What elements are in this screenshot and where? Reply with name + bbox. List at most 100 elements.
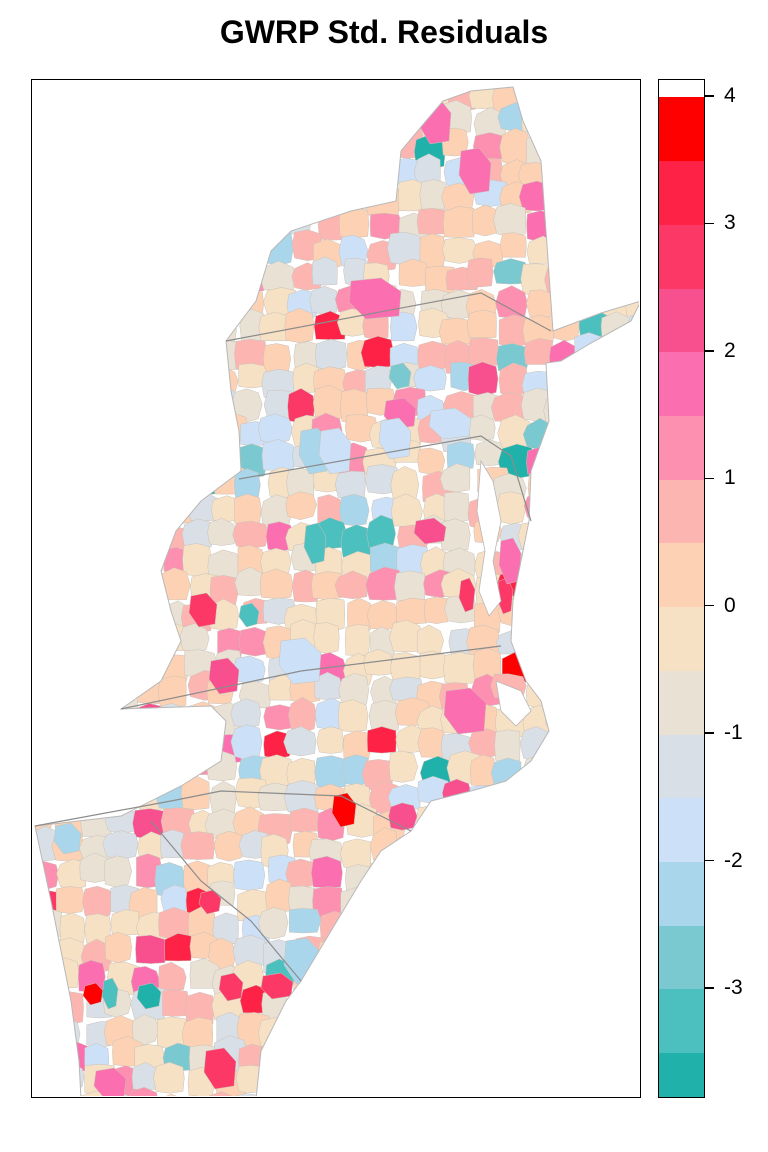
county-polygon bbox=[424, 933, 451, 964]
county-polygon bbox=[314, 132, 344, 161]
county-polygon-highlight bbox=[458, 147, 492, 195]
county-polygon bbox=[523, 754, 555, 783]
county-polygon bbox=[35, 1014, 56, 1049]
county-polygon bbox=[184, 389, 210, 420]
choropleth-map bbox=[34, 86, 639, 1096]
water-bodies bbox=[476, 459, 532, 727]
county-polygon bbox=[368, 960, 405, 987]
county-polygon bbox=[623, 1040, 639, 1072]
county-polygon bbox=[210, 87, 238, 110]
county-polygon bbox=[259, 568, 294, 599]
county-polygon bbox=[102, 257, 135, 284]
county-polygon bbox=[523, 1019, 557, 1050]
county-polygon bbox=[390, 938, 426, 972]
county-polygon bbox=[545, 676, 575, 705]
coastline-outline bbox=[34, 86, 639, 1096]
county-polygon bbox=[235, 1065, 268, 1094]
county-polygon bbox=[132, 517, 162, 545]
county-polygon bbox=[102, 830, 139, 861]
county-polygon bbox=[526, 966, 562, 995]
county-polygon bbox=[573, 806, 603, 835]
county-polygon bbox=[575, 284, 603, 318]
county-polygon bbox=[387, 863, 425, 893]
county-polygon bbox=[233, 859, 266, 891]
county-polygon bbox=[205, 312, 237, 347]
county-polygon bbox=[288, 87, 325, 103]
county-polygon bbox=[600, 884, 631, 915]
county-polygon bbox=[157, 232, 189, 260]
county-polygon bbox=[35, 209, 51, 240]
county-polygon-highlight bbox=[238, 602, 260, 628]
county-polygon bbox=[631, 959, 639, 993]
county-polygon bbox=[57, 316, 89, 351]
county-polygon bbox=[523, 806, 553, 840]
county-polygon bbox=[494, 1012, 525, 1047]
county-polygon bbox=[471, 1068, 503, 1096]
county-polygon bbox=[623, 496, 639, 523]
county-polygon bbox=[187, 317, 216, 344]
county-polygon bbox=[442, 883, 472, 914]
county-polygon bbox=[77, 213, 106, 241]
county-polygon bbox=[131, 262, 158, 297]
county-polygon bbox=[340, 160, 365, 190]
county-polygon bbox=[311, 179, 346, 211]
county-polygon bbox=[35, 779, 60, 805]
county-polygon bbox=[576, 859, 605, 885]
county-polygon bbox=[471, 966, 504, 998]
county-polygon bbox=[112, 760, 141, 792]
county-polygon bbox=[106, 525, 133, 559]
county-polygon bbox=[467, 785, 498, 817]
county-polygon bbox=[570, 259, 606, 293]
county-polygon bbox=[544, 733, 576, 768]
county-polygon bbox=[339, 1034, 370, 1066]
county-polygon bbox=[54, 345, 90, 379]
county-polygon bbox=[522, 573, 558, 607]
county-polygon bbox=[553, 494, 585, 525]
county-polygon bbox=[575, 775, 602, 807]
county-polygon bbox=[494, 934, 522, 967]
county-polygon bbox=[578, 889, 613, 918]
legend-tick-label: -3 bbox=[724, 976, 743, 999]
county-polygon bbox=[366, 1012, 401, 1045]
county-polygon bbox=[603, 179, 629, 214]
county-polygon bbox=[599, 394, 635, 427]
county-polygon bbox=[158, 134, 191, 164]
county-polygon bbox=[447, 966, 476, 996]
county-polygon bbox=[132, 491, 168, 522]
county-polygon bbox=[234, 493, 262, 526]
county-polygon bbox=[395, 597, 429, 625]
county-polygon bbox=[157, 675, 187, 708]
county-polygon bbox=[130, 574, 166, 607]
county-polygon bbox=[572, 106, 604, 141]
county-polygon bbox=[76, 361, 108, 390]
county-polygon bbox=[261, 107, 295, 141]
county-polygon bbox=[312, 1035, 344, 1071]
county-polygon bbox=[416, 624, 444, 657]
county-polygon bbox=[35, 907, 64, 939]
county-polygon bbox=[55, 648, 88, 677]
county-polygon bbox=[494, 987, 529, 1014]
county-polygon bbox=[389, 750, 418, 783]
county-polygon bbox=[233, 1093, 262, 1096]
county-polygon bbox=[629, 551, 639, 578]
county-polygon bbox=[571, 496, 602, 523]
county-polygon bbox=[311, 986, 340, 1014]
county-polygon bbox=[495, 834, 527, 863]
county-polygon bbox=[316, 726, 344, 754]
county-polygon bbox=[339, 133, 370, 167]
county-polygon bbox=[576, 413, 611, 439]
county-polygon bbox=[552, 628, 581, 657]
county-polygon bbox=[370, 887, 398, 920]
county-polygon bbox=[413, 365, 447, 392]
county-polygon bbox=[523, 908, 554, 941]
county-polygon-highlight bbox=[348, 277, 402, 320]
legend-tick-label: -1 bbox=[724, 721, 743, 745]
county-polygon bbox=[209, 780, 237, 814]
county-polygon bbox=[549, 1065, 579, 1094]
county-polygon bbox=[440, 1034, 473, 1068]
county-polygon bbox=[235, 179, 266, 210]
county-polygon bbox=[520, 387, 556, 422]
county-polygon bbox=[521, 540, 549, 571]
county-polygon bbox=[368, 699, 400, 734]
county-polygon bbox=[527, 469, 561, 505]
